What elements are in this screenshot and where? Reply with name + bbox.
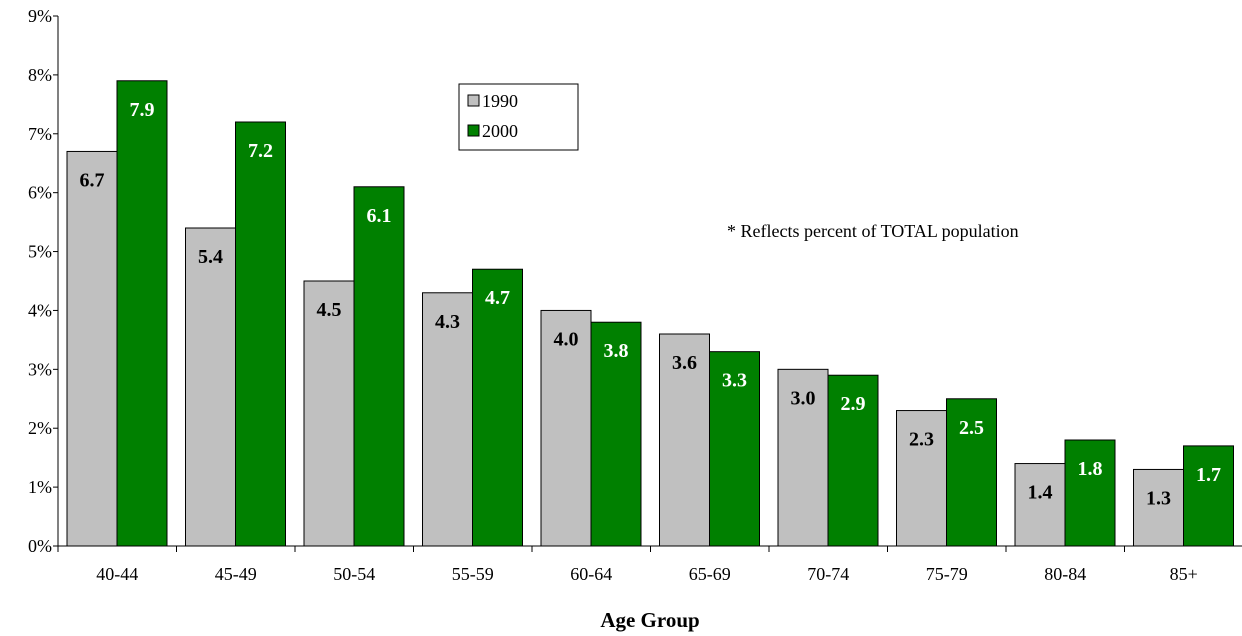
legend-swatch-2000 [467, 124, 480, 137]
bar-value-label: 6.1 [367, 205, 392, 227]
bar-labels-group: 6.7 5.4 4.5 4.3 4.0 3.6 3.0 2.3 1.4 1.3 7.9 7.2 6.1 4… [80, 99, 1222, 510]
y-tick-label: 3% [28, 359, 52, 379]
legend-label-2000: 2000 [482, 121, 518, 141]
bar-2000-70-74 [827, 374, 879, 547]
bar-value-label: 1.7 [1196, 464, 1221, 486]
bar-value-label: 7.2 [248, 140, 273, 162]
bar-1990-60-64 [540, 309, 592, 547]
y-tick-label: 0% [28, 536, 52, 556]
bar-value-label: 4.7 [485, 287, 510, 309]
x-ticks-group: 40-44 45-49 50-54 55-59 60-64 65-69 70-74 75-79… [57, 546, 1198, 584]
bar-value-label: 2.3 [909, 429, 934, 451]
bar-2000-60-64 [590, 321, 642, 547]
bar-2000-50-54 [353, 186, 405, 547]
x-axis-title: Age Group [600, 608, 699, 632]
bar-value-label: 2.5 [959, 417, 984, 439]
bar-value-label: 2.9 [841, 393, 866, 415]
x-tick-label: 60-64 [570, 564, 612, 584]
x-tick-label: 70-74 [807, 564, 849, 584]
bar-1990-75-79 [896, 410, 947, 547]
y-tick-label: 6% [28, 183, 52, 203]
bar-1990-40-44 [66, 150, 118, 547]
bar-2000-75-79 [946, 398, 997, 547]
legend-swatch-1990 [467, 94, 480, 107]
bar-value-label: 3.0 [791, 387, 816, 409]
bar-1990-45-49 [185, 227, 236, 547]
x-tick-label: 40-44 [96, 564, 138, 584]
bar-2000-85+ [1183, 445, 1234, 547]
chart-annotation: * Reflects percent of TOTAL population [727, 221, 1019, 241]
y-tick-label: 1% [28, 477, 52, 497]
x-tick-label: 75-79 [926, 564, 968, 584]
y-tick-label: 7% [28, 124, 52, 144]
legend: 1990 2000 [458, 83, 579, 151]
x-tick-label: 50-54 [333, 564, 375, 584]
bar-1990-70-74 [777, 368, 829, 547]
bar-value-label: 1.4 [1028, 482, 1053, 504]
bar-2000-40-44 [116, 80, 168, 547]
y-tick-label: 2% [28, 418, 52, 438]
y-ticks-group: 0% 1% 2% 3% 4% 5% 6% 7% 8% 9% [28, 6, 58, 556]
bar-value-label: 7.9 [130, 99, 155, 121]
legend-label-1990: 1990 [482, 91, 518, 111]
bar-value-label: 6.7 [80, 169, 105, 191]
y-tick-label: 8% [28, 65, 52, 85]
x-tick-label: 65-69 [689, 564, 731, 584]
y-tick-label: 9% [28, 6, 52, 26]
bar-value-label: 1.3 [1146, 487, 1171, 509]
x-tick-label: 85+ [1170, 564, 1198, 584]
bar-1990-50-54 [303, 280, 355, 547]
bar-2000-55-59 [472, 268, 523, 547]
bar-2000-80-84 [1064, 439, 1116, 547]
bar-value-label: 4.5 [317, 299, 342, 321]
bar-value-label: 3.3 [722, 370, 747, 392]
bar-value-label: 4.0 [554, 328, 579, 350]
bar-1990-55-59 [422, 292, 473, 547]
bar-1990-80-84 [1014, 463, 1066, 547]
bar-2000-45-49 [235, 121, 286, 547]
x-tick-label: 55-59 [452, 564, 494, 584]
y-tick-label: 5% [28, 242, 52, 262]
y-tick-label: 4% [28, 300, 52, 320]
x-tick-label: 45-49 [215, 564, 257, 584]
legend-box [458, 83, 579, 151]
x-tick-label: 80-84 [1044, 564, 1086, 584]
bar-value-label: 5.4 [198, 246, 223, 268]
bar-value-label: 3.8 [604, 340, 629, 362]
bar-value-label: 4.3 [435, 311, 460, 333]
bar-1990-65-69 [659, 333, 710, 547]
bars-group [66, 80, 1234, 547]
bar-value-label: 3.6 [672, 352, 697, 374]
bar-value-label: 1.8 [1078, 458, 1103, 480]
